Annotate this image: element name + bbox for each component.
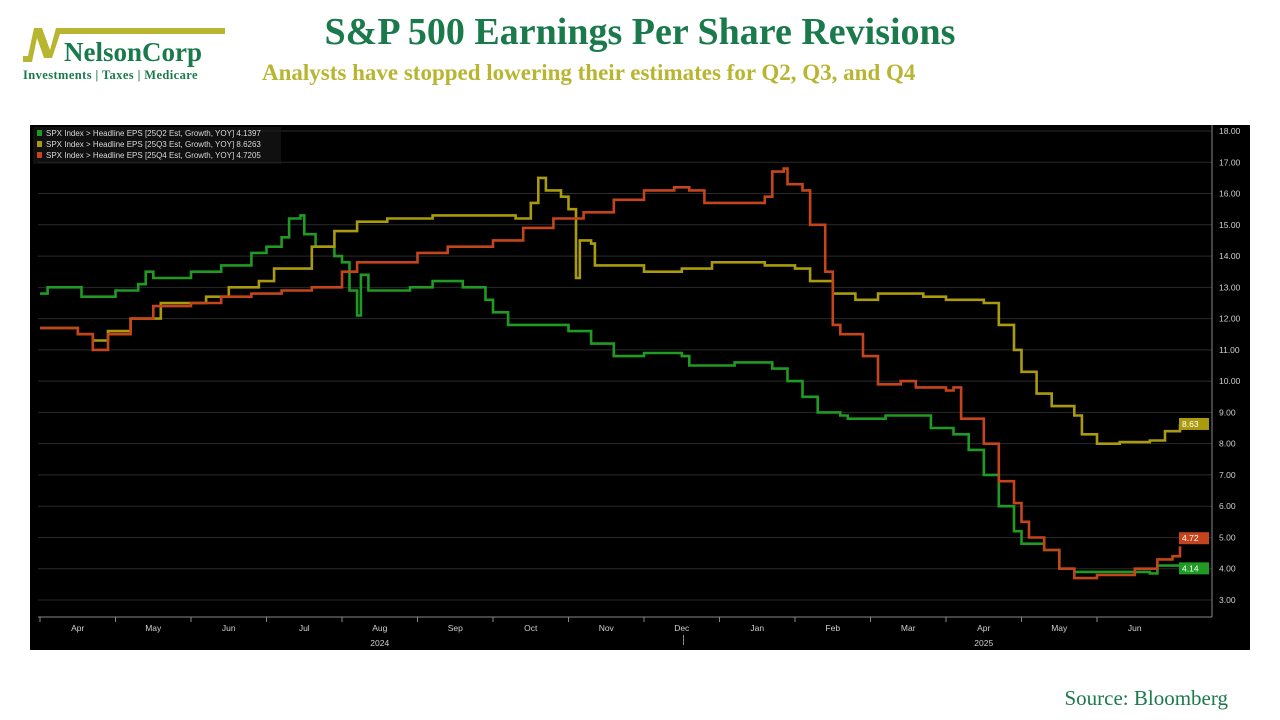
chart-svg: SPX Index > Headline EPS [25Q2 Est, Grow… bbox=[33, 125, 1241, 648]
y-tick-label: 8.00 bbox=[1219, 439, 1236, 449]
x-tick-label: Jul bbox=[299, 623, 310, 633]
last-value-label: 4.14 bbox=[1182, 563, 1199, 573]
y-tick-label: 18.00 bbox=[1219, 126, 1241, 136]
series-line-25Q4 bbox=[40, 167, 1182, 580]
x-tick-label: Aug bbox=[372, 623, 387, 633]
legend-bg bbox=[33, 127, 281, 164]
last-value-tag bbox=[1179, 417, 1209, 430]
chart: SPX Index > Headline EPS [25Q2 Est, Grow… bbox=[30, 125, 1250, 650]
legend-entry: SPX Index > Headline EPS [25Q4 Est, Grow… bbox=[46, 151, 261, 160]
legend-swatch bbox=[37, 141, 42, 147]
x-tick-label: Jan bbox=[750, 623, 764, 633]
x-tick-label: Jun bbox=[222, 623, 236, 633]
x-tick-label: Oct bbox=[524, 623, 538, 633]
series-line-25Q3 bbox=[40, 176, 1182, 445]
last-value-tag bbox=[1179, 532, 1209, 545]
legend: SPX Index > Headline EPS [25Q2 Est, Grow… bbox=[33, 127, 281, 164]
x-tick-label: Apr bbox=[71, 623, 84, 633]
y-tick-label: 13.00 bbox=[1219, 282, 1241, 292]
x-tick-label: Apr bbox=[977, 623, 990, 633]
last-value-tag bbox=[1179, 562, 1209, 575]
x-tick-label: Mar bbox=[901, 623, 916, 633]
page-subtitle: Analysts have stopped lowering their est… bbox=[262, 60, 916, 85]
y-tick-label: 15.00 bbox=[1219, 220, 1241, 230]
y-tick-label: 4.00 bbox=[1219, 564, 1236, 574]
legend-entry: SPX Index > Headline EPS [25Q3 Est, Grow… bbox=[46, 140, 261, 149]
x-tick-label: Feb bbox=[825, 623, 840, 633]
y-tick-label: 10.00 bbox=[1219, 376, 1241, 386]
legend-entry: SPX Index > Headline EPS [25Q2 Est, Grow… bbox=[46, 129, 261, 138]
x-tick-label: May bbox=[145, 623, 162, 633]
y-tick-label: 12.00 bbox=[1219, 314, 1241, 324]
nelsoncorp-logo: NelsonCorp Investments | Taxes | Medicar… bbox=[20, 24, 235, 84]
logo-tagline: Investments | Taxes | Medicare bbox=[23, 68, 198, 82]
last-value-label: 8.63 bbox=[1182, 419, 1199, 429]
legend-swatch bbox=[37, 130, 42, 136]
logo-name: NelsonCorp bbox=[64, 37, 202, 67]
y-tick-label: 7.00 bbox=[1219, 470, 1236, 480]
x-tick-label: May bbox=[1051, 623, 1068, 633]
source-note: Source: Bloomberg bbox=[1064, 686, 1228, 710]
y-tick-label: 5.00 bbox=[1219, 532, 1236, 542]
series-line-25Q2 bbox=[40, 214, 1182, 575]
y-tick-label: 6.00 bbox=[1219, 501, 1236, 511]
legend-swatch bbox=[37, 152, 42, 158]
x-tick-label: Jun bbox=[1128, 623, 1142, 633]
x-tick-label: Dec bbox=[674, 623, 690, 633]
year-label: 2025 bbox=[974, 638, 993, 648]
last-value-label: 4.72 bbox=[1182, 533, 1199, 543]
y-tick-label: 16.00 bbox=[1219, 189, 1241, 199]
y-tick-label: 11.00 bbox=[1219, 345, 1240, 355]
page-title: S&P 500 Earnings Per Share Revisions bbox=[324, 11, 956, 53]
y-tick-label: 14.00 bbox=[1219, 251, 1241, 261]
y-tick-label: 17.00 bbox=[1219, 157, 1241, 167]
year-label: 2024 bbox=[370, 638, 389, 648]
x-tick-label: Sep bbox=[448, 623, 463, 633]
y-tick-label: 9.00 bbox=[1219, 407, 1236, 417]
y-tick-label: 3.00 bbox=[1219, 595, 1236, 605]
x-tick-label: Nov bbox=[599, 623, 615, 633]
